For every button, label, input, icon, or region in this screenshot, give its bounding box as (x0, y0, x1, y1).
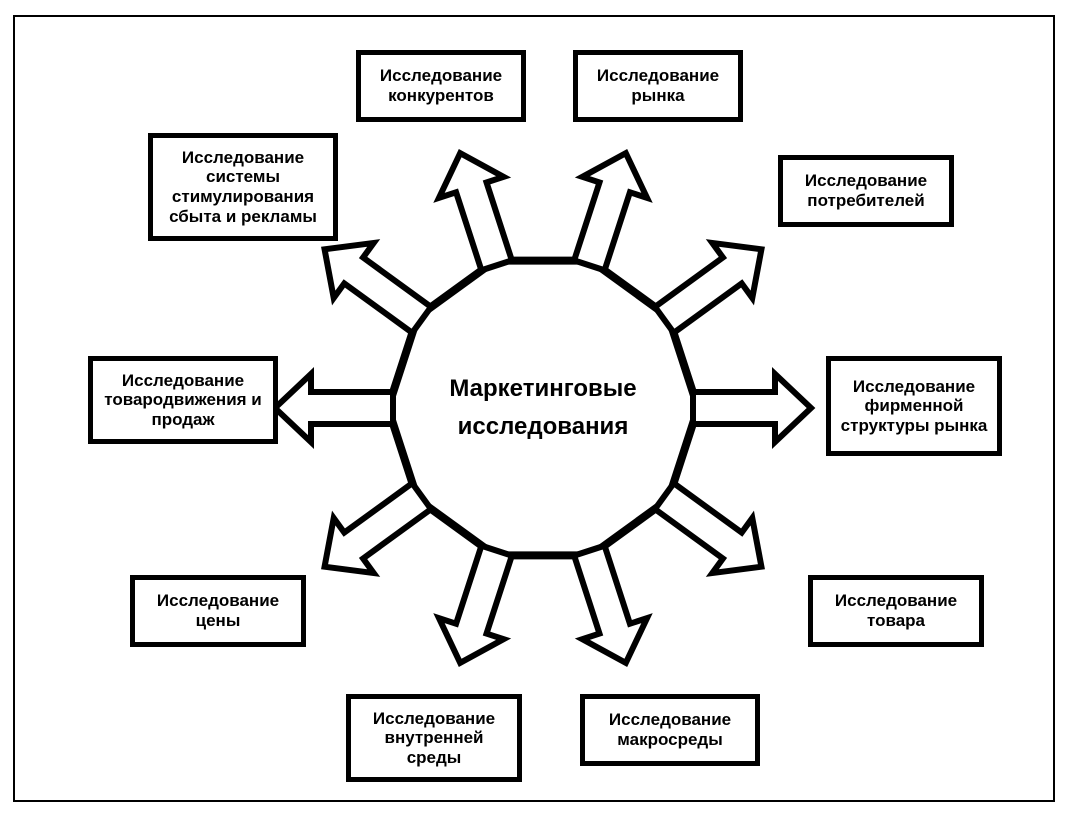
center-label: Маркетинговые исследования (411, 307, 675, 509)
node-n8: Исследование товародвижения и продаж (88, 356, 278, 444)
node-label: Исследование товародвижения и продаж (99, 371, 267, 430)
node-label: Исследование товара (819, 591, 973, 630)
node-n3: Исследование фирменной структуры рынка (826, 356, 1002, 456)
node-n9: Исследование системы стимулирования сбыт… (148, 133, 338, 241)
diagram-stage: Исследование конкурентов Исследование рын… (0, 0, 1066, 816)
node-label: Исследование конкурентов (367, 66, 515, 105)
node-label: Исследование системы стимулирования сбыт… (159, 148, 327, 226)
node-n5: Исследование макросреды (580, 694, 760, 766)
node-label: Исследование цены (141, 591, 295, 630)
node-label: Исследование фирменной структуры рынка (837, 377, 991, 436)
node-label: Исследование внутренней среды (357, 709, 511, 768)
node-n0: Исследование конкурентов (356, 50, 526, 122)
node-label: Исследование рынка (584, 66, 732, 105)
node-n4: Исследование товара (808, 575, 984, 647)
node-label: Исследование потребителей (789, 171, 943, 210)
node-n1: Исследование рынка (573, 50, 743, 122)
node-n7: Исследование цены (130, 575, 306, 647)
node-label: Исследование макросреды (591, 710, 749, 749)
node-n2: Исследование потребителей (778, 155, 954, 227)
node-n6: Исследование внутренней среды (346, 694, 522, 782)
